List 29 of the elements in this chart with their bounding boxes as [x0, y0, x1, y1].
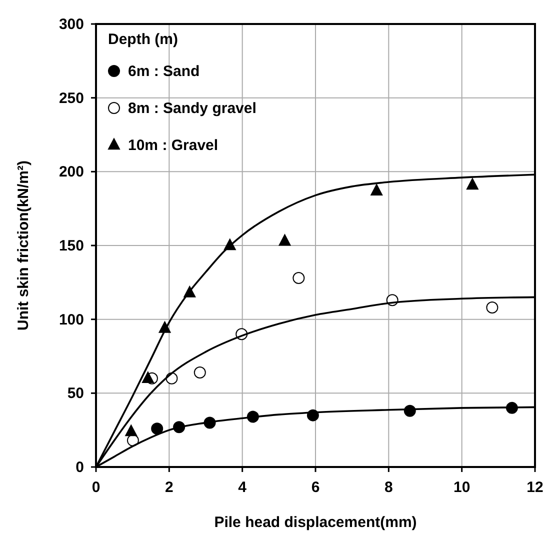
x-tick-label: 2 — [164, 479, 174, 496]
point — [151, 422, 164, 435]
point — [278, 234, 291, 246]
x-tick-label: 10 — [453, 479, 470, 496]
legend-label: 8m : Sandy gravel — [128, 100, 256, 117]
y-tick-label: 50 — [67, 385, 84, 402]
legend-label: 6m : Sand — [128, 63, 200, 80]
point — [125, 424, 138, 436]
point — [142, 372, 154, 384]
point — [486, 302, 498, 314]
x-tick-label: 0 — [92, 479, 100, 496]
y-tick-label: 250 — [58, 90, 84, 107]
y-tick-label: 100 — [58, 311, 84, 328]
y-tick-label: 300 — [58, 16, 84, 33]
point — [370, 184, 383, 196]
x-tick-label: 4 — [238, 479, 248, 496]
legend-label: 10m : Gravel — [128, 137, 218, 154]
point — [292, 272, 305, 284]
x-tick-label: 6 — [311, 479, 320, 496]
y-tick-label: 200 — [58, 164, 84, 181]
y-axis-title: Unit skin friction(kN/m²) — [15, 160, 32, 331]
x-axis-title: Pile head displacement(mm) — [214, 514, 417, 531]
x-tick-label: 8 — [384, 479, 393, 496]
y-tick-label: 150 — [58, 238, 84, 254]
x-tick-label: 12 — [526, 479, 544, 496]
y-tick-label: 0 — [76, 459, 84, 476]
point — [194, 366, 206, 378]
point — [466, 178, 478, 190]
legend-title: Depth (m) — [108, 31, 178, 48]
